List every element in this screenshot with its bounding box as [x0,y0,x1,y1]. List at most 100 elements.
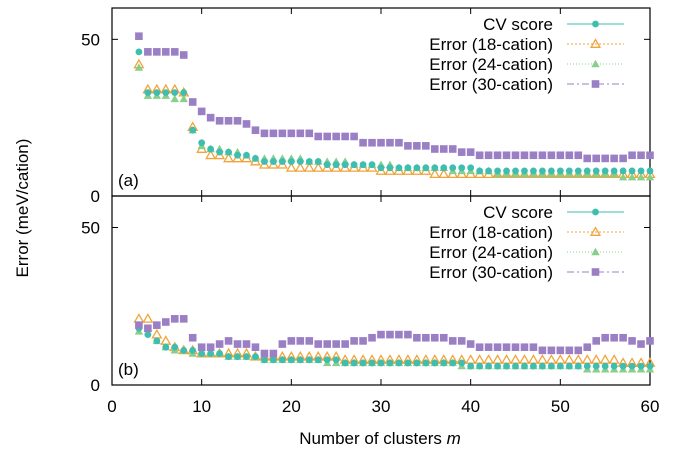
point-e30 [296,337,305,345]
point-cv [323,356,331,364]
x-tick-label: 10 [192,397,211,416]
point-e30 [538,151,547,160]
legend-marker-cv [592,208,599,216]
point-cv [341,359,349,367]
point-e30 [251,343,260,351]
point-e30 [511,343,520,351]
point-e30 [556,151,565,160]
point-cv [171,343,179,351]
panel-label: (a) [118,171,139,190]
point-e30 [314,340,323,348]
point-e30 [350,337,358,345]
point-cv [296,158,304,165]
x-tick-label: 50 [551,397,570,416]
point-e18 [608,354,620,364]
point-cv [305,356,313,364]
point-cv [413,164,421,172]
point-e18 [303,162,315,172]
point-cv [404,359,412,367]
legend-entry-e30: Error (30-cation) [429,75,624,94]
point-cv [243,353,250,361]
legend-marker-cv [592,20,599,28]
point-e30 [565,346,574,355]
point-cv [377,164,385,172]
point-cv [431,359,439,367]
point-e30 [592,337,600,345]
point-e24 [179,94,188,103]
point-cv [305,158,313,165]
legend-label: CV score [483,15,553,34]
point-e30 [475,151,484,160]
point-cv [225,353,232,361]
series-e30 [135,32,654,163]
x-tick-labels: 0 10 20 30 40 50 60 [107,397,659,416]
point-cv [592,167,600,175]
point-cv [359,161,367,169]
point-e30 [242,340,251,348]
point-e30 [341,132,349,141]
point-e30 [251,126,260,134]
point-e30 [448,145,457,153]
point-e30 [619,333,627,342]
point-cv [440,359,448,367]
point-e30 [224,117,233,125]
point-cv [512,167,519,175]
point-cv [162,343,170,351]
y-tick-label: 0 [91,376,100,395]
legend-label: Error (30-cation) [429,263,553,282]
point-e30 [574,151,583,160]
point-e30 [179,315,188,323]
point-cv [458,164,466,172]
point-e30 [413,333,421,342]
point-e30 [153,48,161,56]
point-e30 [170,48,179,56]
point-e18 [429,168,441,179]
point-cv [341,161,349,169]
panel-label: (b) [118,360,139,379]
point-cv [144,331,152,338]
point-cv [547,362,555,370]
point-e30 [556,346,565,355]
point-cv [386,164,394,172]
legend-marker-e18 [589,226,602,236]
series-e30 [135,315,654,358]
point-cv [180,89,188,96]
point-cv [270,356,277,364]
x-tick-label: 0 [107,397,116,416]
point-cv [521,362,528,370]
point-e30 [341,340,349,348]
point-e30 [170,315,179,323]
point-cv [512,362,519,370]
legend-entry-e24: Error (24-cation) [429,55,624,74]
point-e30 [179,51,188,59]
point-e30 [224,337,233,345]
point-cv [467,164,475,172]
legend-entry-e18: Error (18-cation) [429,223,624,242]
point-cv [530,167,537,175]
point-e30 [637,151,645,160]
legend-label: CV score [483,203,553,222]
point-e18 [294,162,306,172]
point-e30 [305,337,314,345]
point-e30 [646,151,654,160]
point-cv [153,89,161,96]
point-cv [144,89,152,96]
point-e30 [547,151,556,160]
point-cv [610,362,618,370]
point-e30 [583,154,592,163]
point-cv [547,167,555,175]
point-e30 [323,132,331,141]
series-e24 [134,63,655,181]
point-e30 [619,154,627,163]
point-e30 [457,337,466,345]
point-cv [619,167,627,175]
point-e30 [278,340,287,348]
point-e30 [188,333,197,342]
point-e30 [368,138,376,147]
point-cv [207,145,215,153]
point-e18 [223,152,235,163]
point-e30 [520,343,529,351]
point-cv [216,148,224,156]
point-cv [314,356,322,364]
